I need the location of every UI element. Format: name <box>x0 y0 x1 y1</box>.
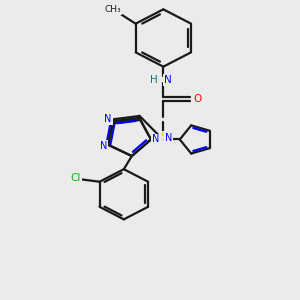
Text: N: N <box>164 75 172 85</box>
Text: N: N <box>152 134 160 145</box>
Text: H: H <box>150 75 158 85</box>
Text: CH₃: CH₃ <box>105 5 121 14</box>
Text: N: N <box>165 133 172 142</box>
Text: O: O <box>194 94 202 104</box>
Text: N: N <box>100 141 107 151</box>
Text: Cl: Cl <box>70 173 81 183</box>
Text: S: S <box>160 132 166 142</box>
Text: N: N <box>104 114 112 124</box>
